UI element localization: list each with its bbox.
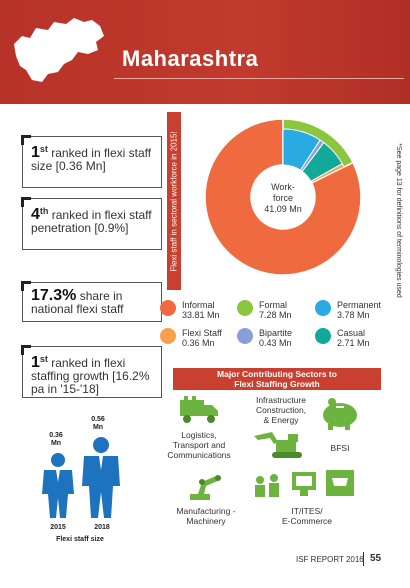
page-number: 55: [370, 553, 382, 564]
legend-name: Bipartite: [259, 328, 293, 338]
stat-card-flexi-size: 1st ranked in flexi staff size [0.36 Mn]: [21, 135, 162, 188]
center-label-line2: force: [273, 193, 293, 203]
maharashtra-map-icon: [14, 18, 104, 82]
legend-value: 3.78 Mn: [337, 310, 370, 320]
workforce-donut-chart: Work- force 41.09 Mn: [204, 118, 362, 276]
stat-card-penetration: 4th ranked in flexi staff penetration [0…: [21, 197, 162, 250]
side-note: *See page 13 for definitions of terminol…: [394, 142, 402, 298]
stat-text: share in national flexi staff: [31, 289, 124, 316]
legend-value: 2.71 Mn: [337, 338, 370, 348]
year-2015-label: 2015: [50, 524, 66, 531]
sectors-banner: Major Contributing Sectors to Flexi Staf…: [173, 368, 381, 390]
title-divider: [114, 78, 404, 79]
stat-rank-suffix: st: [39, 354, 48, 364]
center-label-value: 41.09 Mn: [264, 204, 302, 214]
stat-rank: 4: [31, 206, 40, 223]
sector-bfsi: BFSI: [330, 443, 350, 453]
sector-logistics: Logistics, Transport and Communications: [167, 430, 231, 460]
robot-arm-icon: [190, 475, 221, 500]
sectors-title-line1: Major Contributing Sectors to: [217, 369, 337, 379]
legend-value: 7.28 Mn: [259, 310, 292, 320]
excavator-icon: [254, 432, 302, 458]
figure-2018-value: 0.56 Mn: [91, 416, 105, 431]
sector-it: IT/ITES/E-Commerce: [281, 506, 333, 526]
stat-card-growth: 1st ranked in flexi staffing growth [16.…: [21, 345, 162, 398]
flexi-size-caption: Flexi staff size: [56, 536, 104, 543]
legend-value: 0.36 Mn: [182, 338, 215, 348]
legend-swatch: [160, 328, 176, 344]
legend-name: Permanent: [337, 300, 382, 310]
stat-card-national-share: 17.3% share in national flexi staff: [21, 281, 162, 322]
person-2015-icon: [42, 453, 74, 518]
legend-name: Formal: [259, 300, 288, 310]
sector-manufacturing: Manufacturing - Machinery: [176, 506, 236, 526]
stat-rank-suffix: st: [39, 144, 48, 154]
chart-side-label: Flexi staff in sectoral workforce in 201…: [167, 112, 181, 290]
donut-hole: [251, 165, 315, 229]
legend-value: 33.81 Mn: [182, 310, 220, 320]
header-banner: Maharashtra: [0, 0, 410, 104]
legend-name: Informal: [182, 300, 215, 310]
stat-rank: 17.3%: [31, 287, 77, 304]
figure-2015-value: 0.36 Mn: [49, 432, 63, 447]
footer-divider: [363, 552, 364, 566]
stat-text: ranked in flexi staff size [0.36 Mn]: [31, 146, 152, 173]
person-2018-icon: [82, 437, 120, 518]
legend-name: Casual: [337, 328, 366, 338]
legend-swatch: [315, 300, 331, 316]
year-2018-label: 2018: [94, 524, 110, 531]
stat-rank-suffix: th: [39, 206, 49, 216]
stat-text: ranked in flexi staffing growth [16.2% p…: [31, 356, 150, 396]
center-label-line1: Work-: [271, 182, 295, 192]
page-title: Maharashtra: [122, 46, 259, 71]
piggy-bank-icon: [323, 398, 357, 430]
sectors-title-line2: Flexi Staffing Growth: [234, 379, 320, 389]
report-name: ISF REPORT 2016: [296, 555, 364, 564]
legend-name: Flexi Staff: [182, 328, 222, 338]
legend-swatch: [160, 300, 176, 316]
stat-text: ranked in flexi staff penetration [0.9%]: [31, 208, 152, 235]
it-ecommerce-icon: [255, 470, 354, 497]
stat-rank: 1: [31, 354, 40, 371]
sector-infrastructure: Infrastructure Construction, & Energy: [255, 395, 307, 425]
stat-rank: 1: [31, 144, 40, 161]
legend-value: 0.43 Mn: [259, 338, 292, 348]
legend-swatch: [237, 328, 253, 344]
legend-swatch: [315, 328, 331, 344]
legend-swatch: [237, 300, 253, 316]
truck-icon: [180, 396, 218, 423]
